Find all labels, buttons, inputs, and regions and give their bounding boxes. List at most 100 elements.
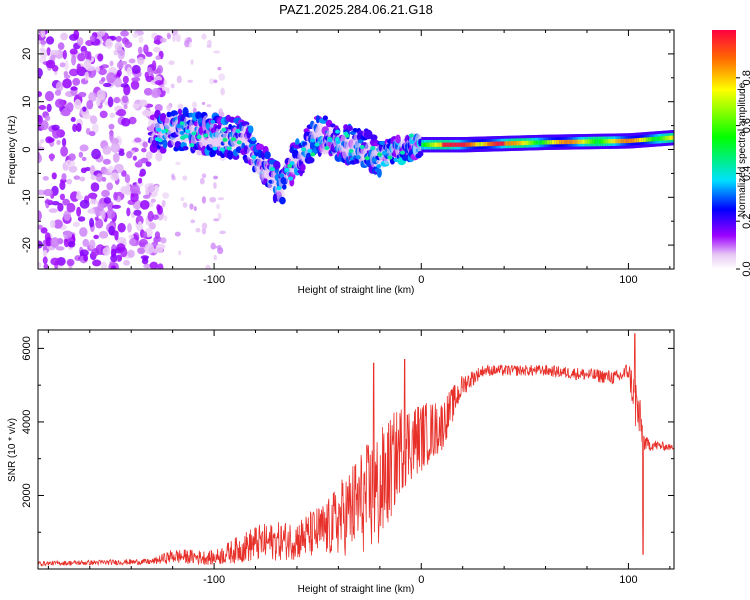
spectrogram-noise-blob — [63, 70, 69, 77]
spectrogram-band-core — [475, 142, 479, 147]
spectrogram-band-core — [584, 139, 587, 144]
spectrogram-noise-blob — [57, 202, 64, 212]
spectrogram-band-core — [582, 139, 586, 144]
spectrogram-noise-blob — [117, 48, 125, 60]
snr-series-line — [38, 333, 674, 567]
spectrogram-noise-blob — [127, 249, 135, 258]
spectrogram-band-core — [647, 137, 650, 142]
spectrogram-blob — [370, 134, 378, 141]
spectrogram-band-core — [575, 139, 578, 144]
spectrogram-noise-blob — [108, 225, 116, 236]
spectrogram-xtick-label: 0 — [418, 274, 424, 286]
spectrogram-band-core — [618, 138, 622, 144]
spectrogram-band-core — [560, 139, 563, 145]
spectrogram-band-core — [613, 138, 617, 144]
spectrogram-noise-blob — [220, 87, 225, 96]
snr-ticks: -100 0 100 2000 4000 6000 — [21, 330, 674, 586]
spectrogram-noise-blob — [128, 234, 134, 239]
spectrogram-noise-blob — [178, 250, 182, 256]
spectrogram-band-core — [567, 139, 571, 145]
spectrogram-noise-blob — [132, 155, 137, 161]
spectrogram-band-core — [570, 139, 573, 145]
spectrogram-band-core — [561, 139, 564, 145]
spectrogram-noise-blob — [206, 104, 212, 108]
spectrogram-noise-blob — [159, 37, 167, 43]
spectrogram-noise-blob — [82, 106, 87, 112]
spectrogram-spot — [212, 146, 218, 151]
spectrogram-blob — [376, 168, 382, 178]
spectrogram-noise-blob — [213, 50, 221, 54]
spectrogram-noise-blob — [63, 230, 73, 240]
spectrogram-noise-blob — [102, 145, 112, 155]
spectrogram-noise-blob — [112, 152, 120, 163]
spectrogram-noise-blob — [38, 153, 42, 164]
spectrogram-band-core — [574, 139, 577, 144]
spectrogram-noise-blob — [100, 77, 106, 82]
spectrogram-noise-blob — [38, 261, 42, 268]
spectrogram-noise-blob — [38, 114, 43, 125]
spectrogram-band-core — [555, 140, 558, 145]
spectrogram-noise-blob — [110, 172, 120, 181]
spectrogram-noise-blob — [117, 222, 126, 233]
spectrogram-noise-blob — [100, 261, 107, 269]
spectrogram-noise-blob — [216, 203, 220, 210]
snr-ytick-label: 6000 — [21, 336, 33, 360]
spectrogram-blob — [322, 115, 328, 121]
spectrogram-noise-blob — [54, 98, 65, 108]
spectrogram-noise-blob — [98, 231, 109, 239]
spectrogram-noise-blob — [44, 115, 51, 121]
spectrogram-band-core — [443, 142, 446, 147]
spectrogram-band-core — [579, 139, 582, 144]
spectrogram-band-core — [442, 142, 445, 147]
spectrogram-noise-blob — [153, 39, 161, 45]
spectrogram-ytick-label: 20 — [21, 48, 33, 60]
spectrogram-noise-blob — [145, 151, 153, 160]
spectrogram-band-core — [617, 138, 620, 144]
spectrogram-noise-blob — [123, 259, 131, 266]
spectrogram-blob — [227, 149, 234, 160]
spectrogram-noise-blob — [190, 59, 194, 65]
spectrogram-band-core — [498, 141, 501, 146]
spectrogram-noise-blob — [72, 77, 81, 86]
spectrogram-noise-blob — [217, 247, 224, 255]
spectrogram-noise-blob — [184, 40, 191, 48]
spectrogram-spot — [334, 137, 340, 142]
spectrogram-noise-blob — [138, 36, 144, 44]
spectrogram-spot — [176, 124, 182, 129]
snr-ylabel: SNR (10 * v/v) — [7, 418, 18, 482]
spectrogram-noise-blob — [131, 64, 141, 74]
spectrogram-band-core — [635, 138, 638, 143]
spectrogram-noise-blob — [61, 173, 67, 181]
spectrogram-band-core — [452, 142, 455, 147]
figure-title: PAZ1.2025.284.06.21.G18 — [279, 2, 433, 17]
spectrogram-band-core — [636, 138, 639, 143]
spectrogram-band-core — [607, 139, 610, 144]
spectrogram-spot — [203, 133, 209, 138]
spectrogram-noise-blob — [137, 56, 145, 65]
spectrogram-noise-blob — [151, 60, 157, 72]
spectrogram-noise-blob — [78, 91, 87, 98]
spectrogram-spot — [235, 129, 241, 134]
spectrogram-noise-blob — [154, 80, 164, 86]
spectrogram-band-core — [592, 139, 595, 144]
spectrogram-noise-blob — [46, 36, 55, 45]
spectrogram-band-core — [585, 139, 588, 144]
spectrogram-spot — [156, 127, 162, 132]
spectrogram-noise-blob — [172, 34, 176, 42]
spectrogram-band-core — [504, 141, 507, 146]
spectrogram-noise-blob — [55, 81, 64, 92]
spectrogram-noise-blob — [73, 30, 80, 40]
spectrogram-noise-blob — [77, 53, 86, 62]
spectrogram-band-core — [548, 140, 551, 145]
spectrogram-noise-blob — [141, 147, 147, 153]
spectrogram-band-core — [505, 141, 508, 146]
spectrogram-noise-blob — [130, 192, 139, 203]
spectrogram-noise-blob — [201, 196, 206, 204]
spectrogram-band-core — [508, 141, 511, 146]
spectrogram-spot — [408, 133, 414, 138]
spectrogram-band-core — [608, 139, 612, 144]
spectrogram-band-core — [462, 142, 465, 147]
spectrogram-band-core — [632, 138, 635, 143]
spectrogram-band-core — [638, 137, 641, 143]
snr-xlabel: Height of straight line (km) — [298, 584, 415, 595]
